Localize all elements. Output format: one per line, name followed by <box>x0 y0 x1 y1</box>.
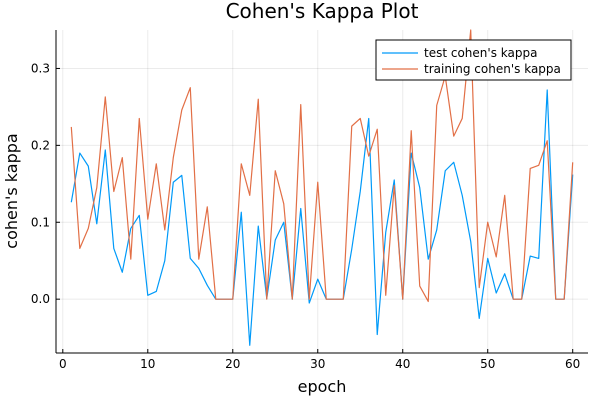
x-tick-label: 10 <box>140 357 155 371</box>
legend-box <box>375 39 572 81</box>
x-tick-label: 50 <box>480 357 495 371</box>
legend-label-training: training cohen's kappa <box>424 62 561 76</box>
grid <box>56 30 588 353</box>
test-kappa-line <box>70 89 574 346</box>
series <box>70 29 574 346</box>
chart-title: Cohen's Kappa Plot <box>226 0 419 23</box>
x-tick-label: 20 <box>225 357 240 371</box>
legend-label-test: test cohen's kappa <box>424 46 537 60</box>
training-kappa-line <box>70 29 574 303</box>
ticks: 0 10 20 30 40 50 60 0.0 0.1 0.2 0.3 <box>31 61 580 371</box>
x-axis-title: epoch <box>298 377 347 396</box>
y-tick-label: 0.3 <box>31 61 50 75</box>
legend: test cohen's kappa training cohen's kapp… <box>375 39 572 81</box>
y-axis-title: cohen's kappa <box>2 133 21 248</box>
x-tick-label: 60 <box>565 357 580 371</box>
y-tick-label: 0.0 <box>31 292 50 306</box>
y-tick-label: 0.2 <box>31 138 50 152</box>
x-tick-label: 40 <box>395 357 410 371</box>
y-tick-label: 0.1 <box>31 215 50 229</box>
x-tick-label: 0 <box>59 357 67 371</box>
x-tick-label: 30 <box>310 357 325 371</box>
